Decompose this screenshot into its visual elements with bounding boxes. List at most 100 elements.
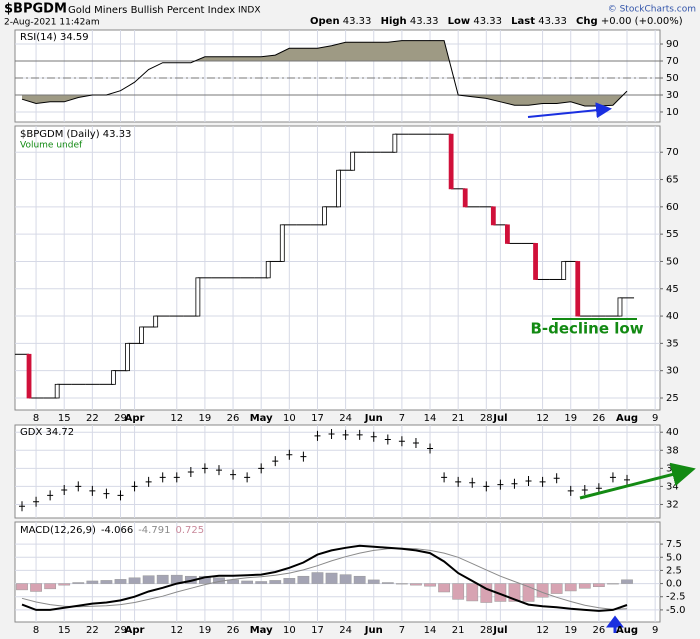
histogram-bar [255,581,268,584]
histogram-bar [199,575,211,584]
price-bar [286,449,293,460]
histogram-bar [325,572,338,584]
down-bar [490,206,496,226]
up-bar [561,261,567,280]
y-tick-label: -2.5 [666,592,686,603]
x-tick-label: Aug [616,413,638,424]
up-bar [350,151,356,171]
histogram-bar [381,582,394,584]
arrow [527,102,612,119]
y-tick-label: 5.0 [666,552,682,563]
quote-value: 43.33 [538,16,567,27]
up-bar [54,383,60,399]
histogram-bar [142,575,155,584]
x-tick-label: 21 [452,625,465,636]
copyright: © StockCharts.com [608,5,696,15]
arrow [579,462,696,500]
histogram-bar [297,575,310,584]
price-bar [483,481,490,492]
up-bar [392,133,398,153]
x-tick-label: 7 [399,625,405,636]
histogram-bar [311,572,324,584]
price-bar [47,490,54,501]
price-bar [511,478,518,489]
y-tick-label: 7.5 [666,539,682,550]
y-tick-label: 55 [666,229,679,240]
x-tick-label: Apr [125,413,145,424]
histogram-bar [480,583,493,603]
y-tick-label: 35 [666,338,679,349]
price-bar [412,438,419,449]
histogram-bar [607,583,619,585]
y-tick-label: 34 [666,481,679,492]
macd-line [21,544,628,612]
y-tick-label: 0.0 [666,579,682,590]
x-tick-label: 28 [480,625,493,636]
x-tick-label: 22 [86,413,99,424]
histogram-bar [86,580,99,584]
x-tick-label: 19 [564,625,577,636]
price-bar [215,465,222,476]
legend-entry: -4.066 [101,525,133,536]
price-bar [427,443,434,454]
y-tick-label: 40 [666,427,679,438]
x-tick-label: 17 [311,625,324,636]
x-tick-label: 14 [424,413,437,424]
x-tick-label: 19 [199,625,212,636]
up-bar [195,277,201,317]
x-tick-label: 12 [170,625,183,636]
x-tick-label: 26 [593,625,606,636]
y-tick-label: 50 [666,73,679,84]
histogram-bar [100,580,113,584]
price-bar [201,463,208,474]
x-tick-label: 10 [283,413,296,424]
histogram-bar [466,583,479,602]
up-bar [139,326,144,344]
panel-subtitle: Volume undef [20,141,83,151]
x-tick-label: 26 [593,413,606,424]
price-bar [61,485,68,496]
y-tick-label: 10 [666,107,679,118]
y-tick-label: 50 [666,256,679,267]
panel-title: MACD(12,26,9) -4.066 -4.791 0.725 [20,525,204,536]
x-tick-label: 9 [652,413,658,424]
price-bar [33,496,40,507]
histogram-bar [44,583,57,590]
price-bar [244,472,251,483]
price-bar [356,429,363,440]
quote: Open 43.33 High 43.33 Low 43.33 Last 43.… [310,16,683,27]
histogram-bar [592,583,605,587]
down-bar [533,243,538,280]
up-bar [125,342,130,372]
price-bar [581,485,588,496]
y-tick-label: 65 [666,175,679,186]
price-bar [159,472,166,483]
histogram-bar [424,583,436,587]
x-tick-label: 24 [339,413,352,424]
symbol: $BPGDM [4,2,67,17]
histogram-bar [58,583,71,586]
y-tick-label: 2.5 [666,565,682,576]
x-tick-label: 7 [399,413,405,424]
quote-label: High [381,16,407,27]
y-tick-label: 70 [666,147,679,158]
price-bar [187,466,194,477]
x-tick-label: 21 [452,413,465,424]
arrow [606,615,624,633]
price-bar [300,451,307,462]
y-tick-label: 60 [666,202,679,213]
y-tick-label: 38 [666,445,679,456]
histogram-bar [452,583,465,600]
up-bar [336,169,341,208]
price-bar [230,469,237,480]
up-bar [153,315,159,328]
histogram-bar [269,580,282,584]
price-bar [131,481,138,492]
x-tick-label: 10 [283,625,296,636]
x-tick-label: 9 [652,625,658,636]
price-bar [595,483,602,494]
histogram-bar [578,583,591,589]
histogram-bar [550,583,563,594]
x-tick-label: May [250,625,273,636]
